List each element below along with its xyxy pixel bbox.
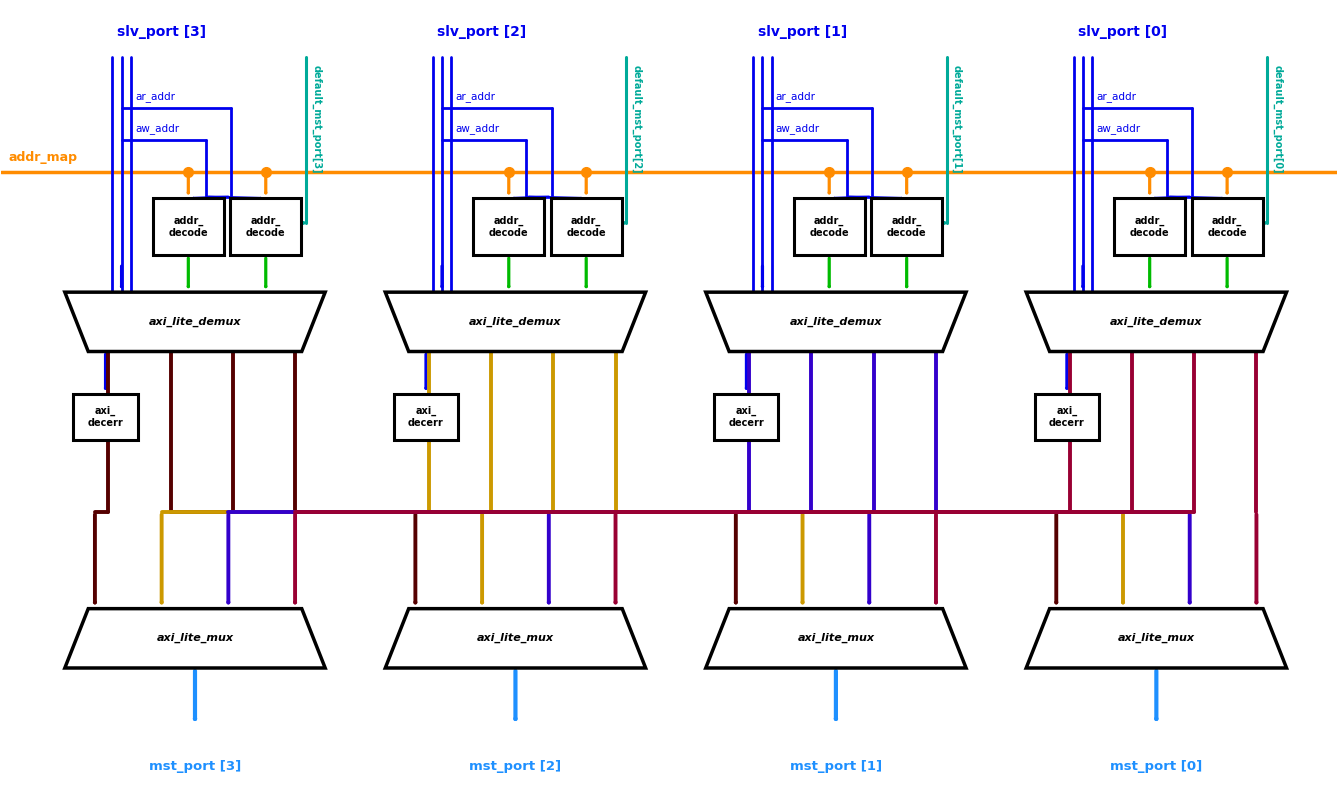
Text: axi_
decerr: axi_ decerr	[1049, 406, 1085, 428]
Text: axi_
decerr: axi_ decerr	[408, 406, 444, 428]
Bar	[1115, 198, 1185, 256]
Text: axi_lite_mux: axi_lite_mux	[797, 633, 875, 643]
Text: default_mst_port[3]: default_mst_port[3]	[312, 64, 321, 173]
Text: aw_addr: aw_addr	[1096, 122, 1140, 133]
Polygon shape	[1026, 609, 1287, 668]
Polygon shape	[64, 609, 325, 668]
Polygon shape	[385, 292, 646, 352]
Text: slv_port [2]: slv_port [2]	[438, 25, 527, 39]
Text: ar_addr: ar_addr	[135, 91, 175, 102]
Polygon shape	[64, 292, 325, 352]
Bar	[474, 198, 545, 256]
Text: addr_
decode: addr_ decode	[566, 216, 606, 238]
Text: addr_
decode: addr_ decode	[887, 216, 926, 238]
Text: ar_addr: ar_addr	[455, 91, 495, 102]
Text: axi_lite_demux: axi_lite_demux	[1111, 317, 1203, 327]
Bar	[793, 198, 864, 256]
Text: slv_port [3]: slv_port [3]	[116, 25, 206, 39]
Text: axi_lite_mux: axi_lite_mux	[1117, 633, 1195, 643]
Text: addr_
decode: addr_ decode	[1129, 216, 1169, 238]
Bar	[871, 198, 942, 256]
Text: default_mst_port[1]: default_mst_port[1]	[953, 64, 962, 173]
Text: aw_addr: aw_addr	[135, 122, 179, 133]
Text: default_mst_port[0]: default_mst_port[0]	[1272, 64, 1283, 173]
Polygon shape	[385, 609, 646, 668]
Bar	[551, 198, 622, 256]
Bar	[1034, 394, 1098, 440]
Text: mst_port [1]: mst_port [1]	[789, 760, 882, 773]
Polygon shape	[1026, 292, 1287, 352]
Text: default_mst_port[2]: default_mst_port[2]	[632, 64, 642, 173]
Text: addr_
decode: addr_ decode	[1207, 216, 1247, 238]
Text: axi_lite_mux: axi_lite_mux	[476, 633, 554, 643]
Text: axi_lite_demux: axi_lite_demux	[789, 317, 882, 327]
Text: mst_port [2]: mst_port [2]	[470, 760, 562, 773]
Text: axi_lite_demux: axi_lite_demux	[149, 317, 241, 327]
Bar	[153, 198, 223, 256]
Text: ar_addr: ar_addr	[1096, 91, 1136, 102]
Text: slv_port [0]: slv_port [0]	[1078, 25, 1168, 39]
Bar	[230, 198, 301, 256]
Text: aw_addr: aw_addr	[776, 122, 820, 133]
Text: ar_addr: ar_addr	[776, 91, 816, 102]
Text: addr_
decode: addr_ decode	[246, 216, 285, 238]
Text: addr_map: addr_map	[8, 151, 78, 164]
Text: mst_port [3]: mst_port [3]	[149, 760, 241, 773]
Bar	[1192, 198, 1263, 256]
Text: slv_port [1]: slv_port [1]	[757, 25, 847, 39]
Text: addr_
decode: addr_ decode	[488, 216, 529, 238]
Text: addr_
decode: addr_ decode	[169, 216, 209, 238]
Text: aw_addr: aw_addr	[455, 122, 499, 133]
Text: mst_port [0]: mst_port [0]	[1111, 760, 1203, 773]
Text: addr_
decode: addr_ decode	[809, 216, 850, 238]
Text: axi_
decerr: axi_ decerr	[88, 406, 123, 428]
Text: axi_lite_demux: axi_lite_demux	[470, 317, 562, 327]
Bar	[393, 394, 458, 440]
Polygon shape	[705, 609, 966, 668]
Bar	[74, 394, 138, 440]
Text: axi_
decerr: axi_ decerr	[729, 406, 764, 428]
Bar	[714, 394, 779, 440]
Text: axi_lite_mux: axi_lite_mux	[157, 633, 234, 643]
Polygon shape	[705, 292, 966, 352]
